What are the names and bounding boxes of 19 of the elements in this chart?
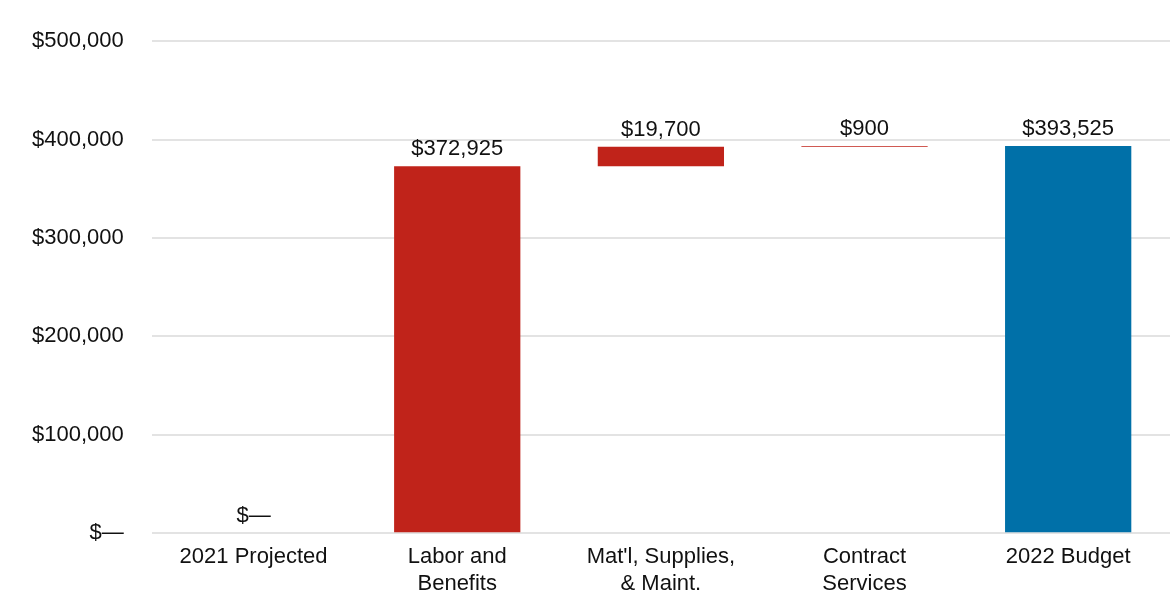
x-tick-label: 2022 Budget <box>1005 543 1131 569</box>
y-tick-label: $500,000 <box>31 27 124 53</box>
x-tick-label: 2021 Projected <box>179 543 328 569</box>
y-tick-label: $400,000 <box>31 125 124 151</box>
bar <box>394 166 521 533</box>
data-label: $19,700 <box>621 115 701 141</box>
x-tick-label: Contract Services <box>822 543 907 595</box>
y-tick-label: $100,000 <box>31 420 124 446</box>
y-tick-label: $300,000 <box>31 224 124 250</box>
data-label: $393,525 <box>1022 115 1115 141</box>
x-tick-label: Labor and Benefits <box>407 543 507 595</box>
y-tick-label: $— <box>89 519 124 545</box>
data-label: $— <box>236 502 271 528</box>
y-tick-label: $200,000 <box>31 322 124 348</box>
bar <box>597 146 725 167</box>
data-label: $372,925 <box>411 135 504 161</box>
bar <box>1005 145 1132 533</box>
x-tick-label: Mat'l, Supplies, & Maint. <box>586 543 736 595</box>
data-label: $900 <box>840 115 889 141</box>
